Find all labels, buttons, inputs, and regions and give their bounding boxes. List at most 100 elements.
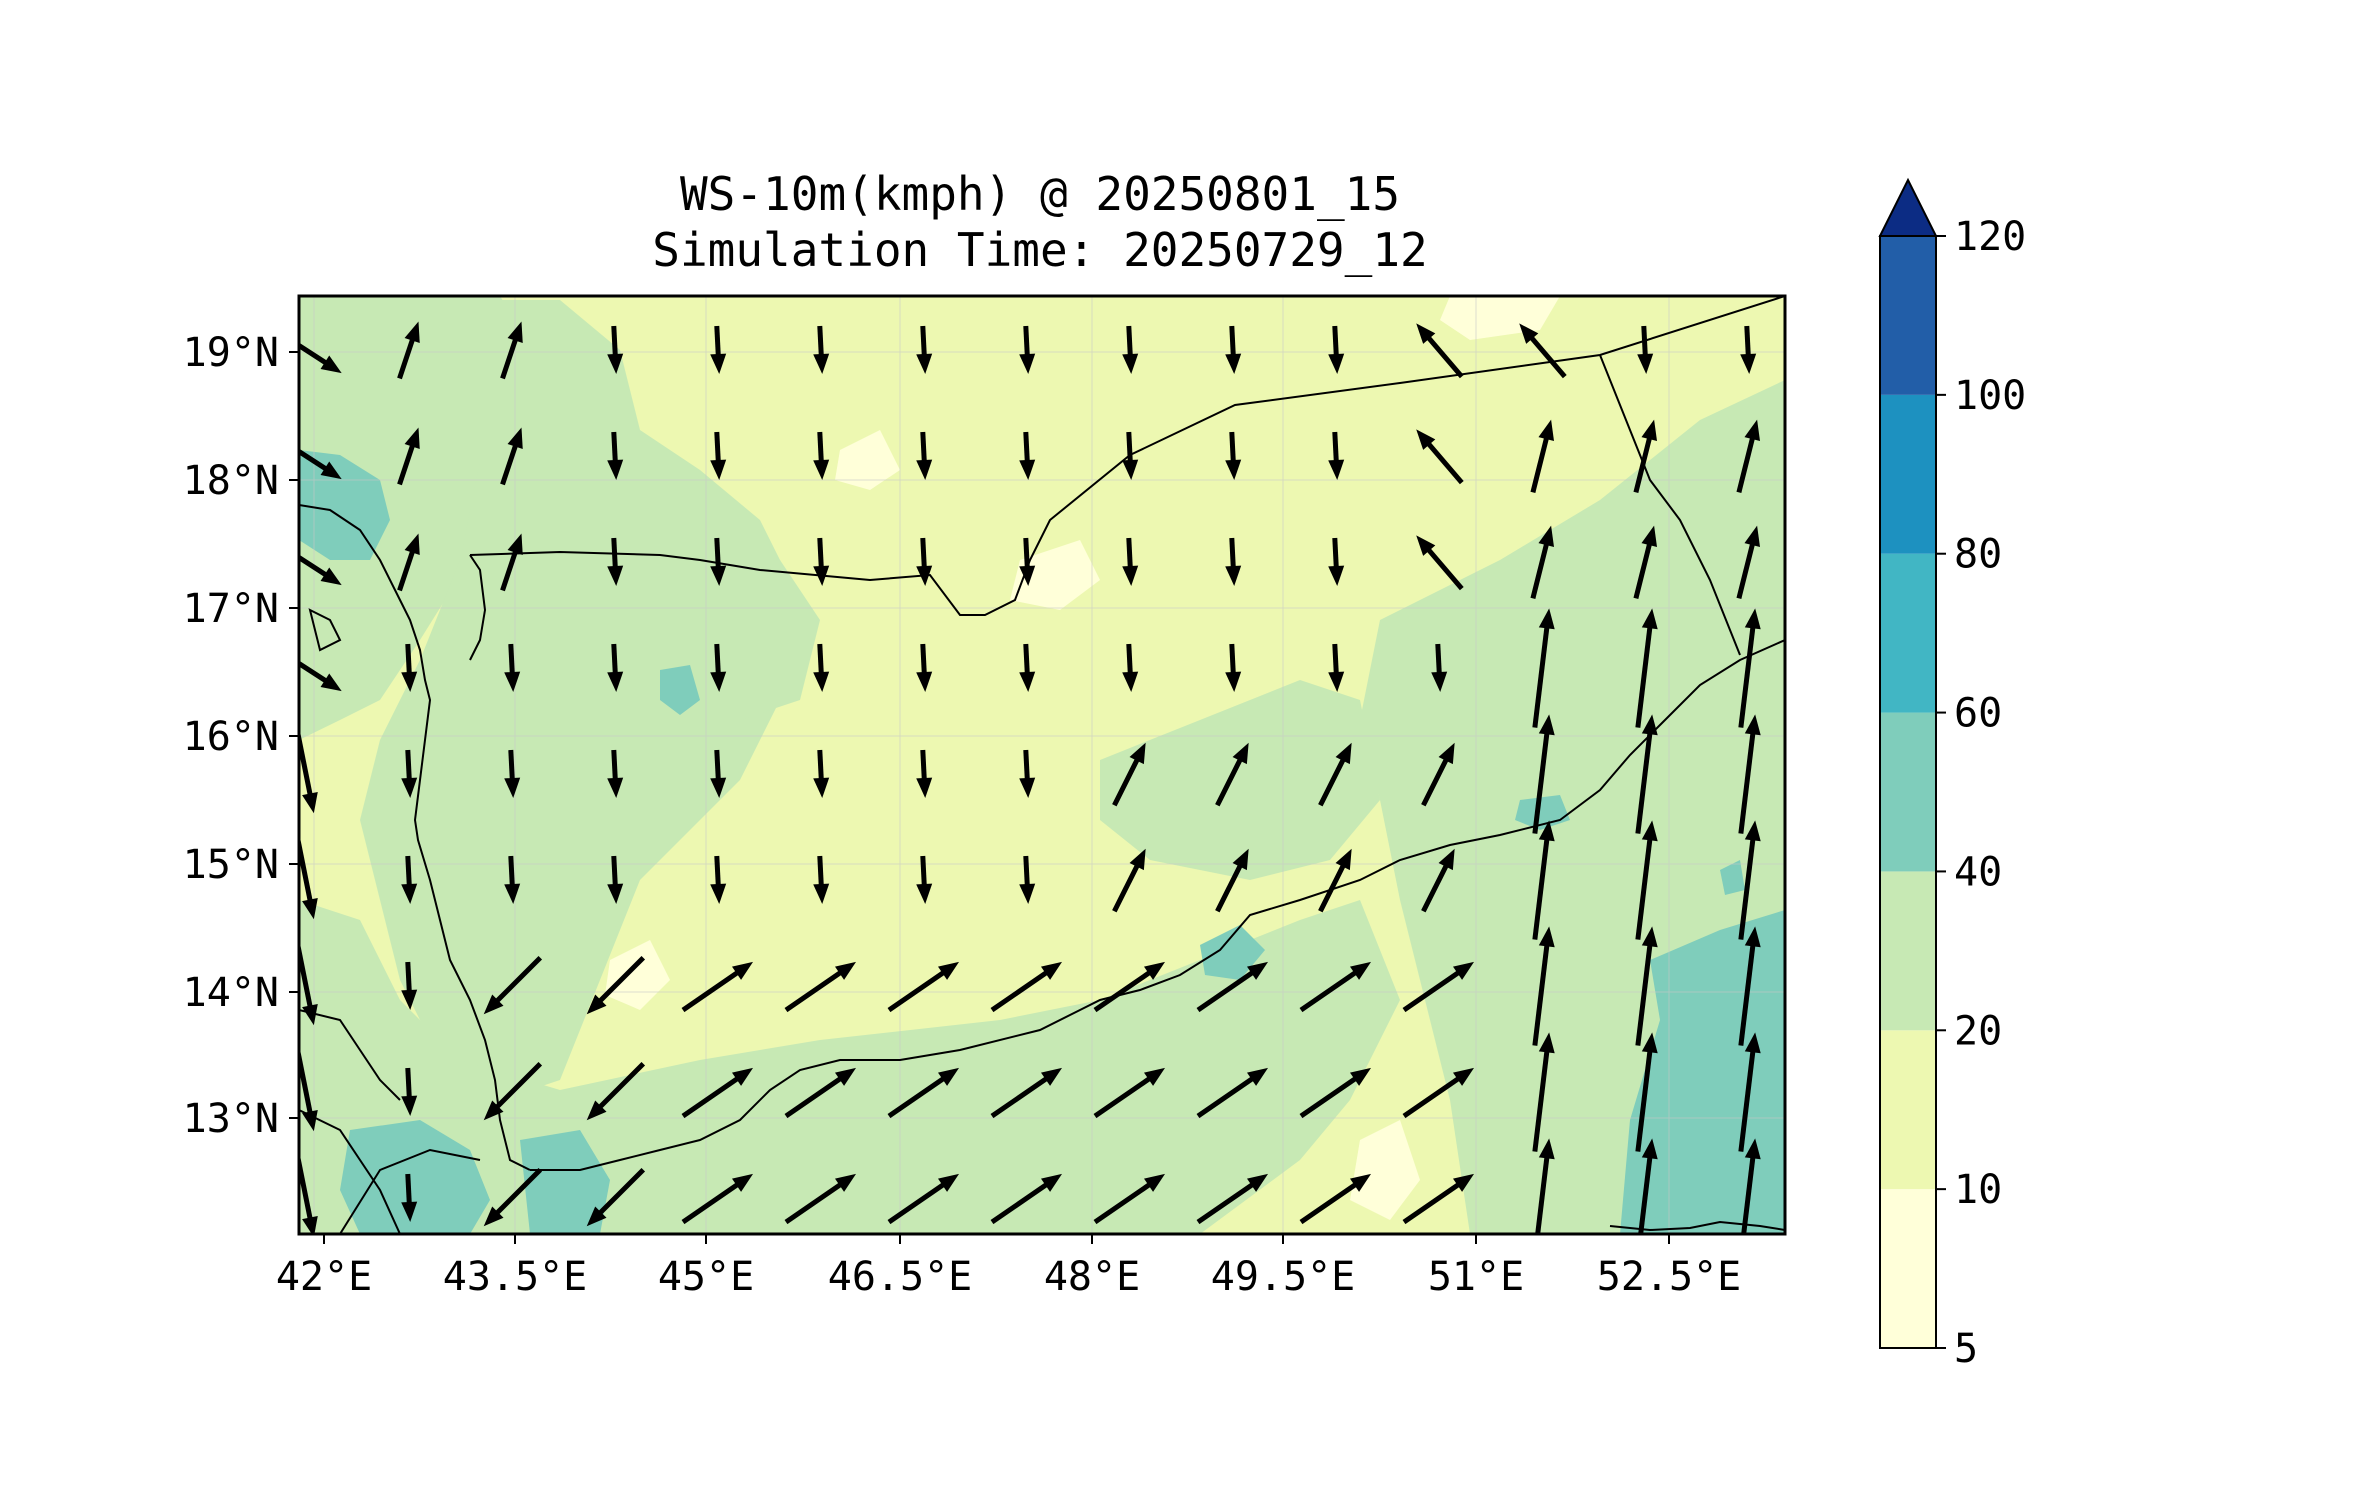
lon-tick-label: 49.5°E [1211, 1254, 1356, 1300]
wind-vector [916, 855, 933, 904]
lat-tick-label: 17°N [183, 586, 279, 632]
wind-vector [504, 643, 521, 692]
wind-vector [1019, 855, 1036, 904]
wind-vector [1093, 1173, 1166, 1225]
wind-vector [1328, 325, 1345, 374]
wind-vector [1019, 537, 1036, 586]
wind-vector [1633, 525, 1658, 599]
wind-vector [1736, 525, 1761, 599]
wind-vector [1635, 714, 1658, 834]
wind-vector [607, 643, 624, 692]
wind-vector [710, 749, 727, 798]
latitude-ticks: 19°N 18°N 17°N 16°N 15°N 14°N 13°N [183, 330, 299, 1142]
wind-vector [1225, 643, 1242, 692]
wind-vector [1416, 429, 1464, 485]
wind-vector [1416, 323, 1464, 379]
wind-vector [710, 325, 727, 374]
gulf-of-aden-coast [530, 639, 1785, 1171]
wind-vector [1633, 419, 1658, 493]
wind-vector [607, 325, 624, 374]
wind-vector [401, 1067, 418, 1116]
wind-vector [1637, 325, 1654, 374]
lon-tick-label: 51°E [1428, 1254, 1524, 1300]
lat-tick-label: 13°N [183, 1096, 279, 1142]
wind-vector [1225, 431, 1242, 480]
wind-vector [990, 1173, 1063, 1225]
wind-vector [1638, 1138, 1658, 1234]
colorbar-bin [1880, 394, 1936, 554]
wind-vector [887, 1067, 960, 1119]
wind-vector [607, 537, 624, 586]
longitude-ticks: 42°E 43.5°E 45°E 46.5°E 48°E 49.5°E 51°E 52.5°E [276, 1234, 1741, 1300]
coastlines-and-borders [299, 296, 1785, 1234]
lat-tick-label: 19°N [183, 330, 279, 376]
wind-vector [887, 961, 960, 1013]
figure-subtitle: Simulation Time: 20250729_12 [652, 223, 1427, 277]
wind-vector [1738, 1032, 1761, 1152]
wind-vector [784, 961, 857, 1013]
wind-vector [1019, 325, 1036, 374]
wind-vector [504, 855, 521, 904]
wind-vector [1019, 749, 1036, 798]
wind-vector [1328, 643, 1345, 692]
wind-vector [483, 1061, 543, 1121]
wind-vector [1741, 1138, 1761, 1234]
wind-vector [500, 427, 523, 486]
colorbar-tick-label: 20 [1954, 1008, 2002, 1054]
wind-vector [710, 537, 727, 586]
wind-vector [1738, 608, 1761, 728]
wind-vector [1328, 431, 1345, 480]
red-sea-coast [299, 504, 531, 1171]
eritrea-coast [299, 1009, 401, 1101]
wind-vector [1299, 961, 1372, 1013]
wind-vector [1530, 419, 1555, 493]
wind-vector [1738, 926, 1761, 1046]
wind-vector [1299, 1173, 1372, 1225]
lon-tick-label: 52.5°E [1597, 1254, 1742, 1300]
wind-vector [1093, 961, 1166, 1013]
wind-vector [1299, 1067, 1372, 1119]
wind-vector [1122, 431, 1139, 480]
wind-vector [1736, 419, 1761, 493]
wind-vector [887, 1173, 960, 1225]
colorbar-bin [1880, 1030, 1936, 1190]
wind-vector [1532, 608, 1555, 728]
wind-vector [1122, 643, 1139, 692]
colorbar-bin [1880, 871, 1936, 1031]
wind-vector [784, 1067, 857, 1119]
wind-vector [1112, 742, 1146, 807]
wind-vector [1532, 1032, 1555, 1152]
wind-vector [1215, 742, 1249, 807]
wind-vector [1532, 926, 1555, 1046]
wind-vector [1635, 608, 1658, 728]
wind-vector [1535, 1138, 1555, 1234]
speed-band-40-60 [299, 450, 1785, 1234]
wind-vector [1738, 714, 1761, 834]
wind-vector [1402, 1067, 1475, 1119]
wind-vector [504, 749, 521, 798]
wind-vector [813, 643, 830, 692]
wind-vector [916, 537, 933, 586]
colorbar-bin [1880, 236, 1936, 395]
lat-tick-label: 15°N [183, 842, 279, 888]
wind-vector [1421, 848, 1455, 913]
african-border [339, 1148, 481, 1234]
wind-vector [1519, 323, 1567, 379]
colorbar-tick-label: 120 [1954, 214, 2026, 260]
wind-vector [1532, 714, 1555, 834]
wind-vector [483, 955, 543, 1015]
wind-vector [401, 1173, 418, 1222]
wind-vector [1215, 848, 1249, 913]
wind-vector [710, 431, 727, 480]
colorbar-tick-label: 100 [1954, 373, 2026, 419]
wind-vector [1402, 961, 1475, 1013]
wind-vector [397, 321, 420, 380]
colorbar: 5 10 20 40 60 80 100 120 [1878, 177, 2026, 1372]
figure-title: WS-10m(kmph) @ 20250801_15 [680, 167, 1400, 221]
wind-vector [401, 855, 418, 904]
lat-tick-label: 14°N [183, 970, 279, 1016]
lon-tick-label: 42°E [276, 1254, 372, 1300]
wind-vector [916, 431, 933, 480]
colorbar-tick-label: 10 [1954, 1167, 2002, 1213]
colorbar-extend-max [1878, 177, 1938, 237]
